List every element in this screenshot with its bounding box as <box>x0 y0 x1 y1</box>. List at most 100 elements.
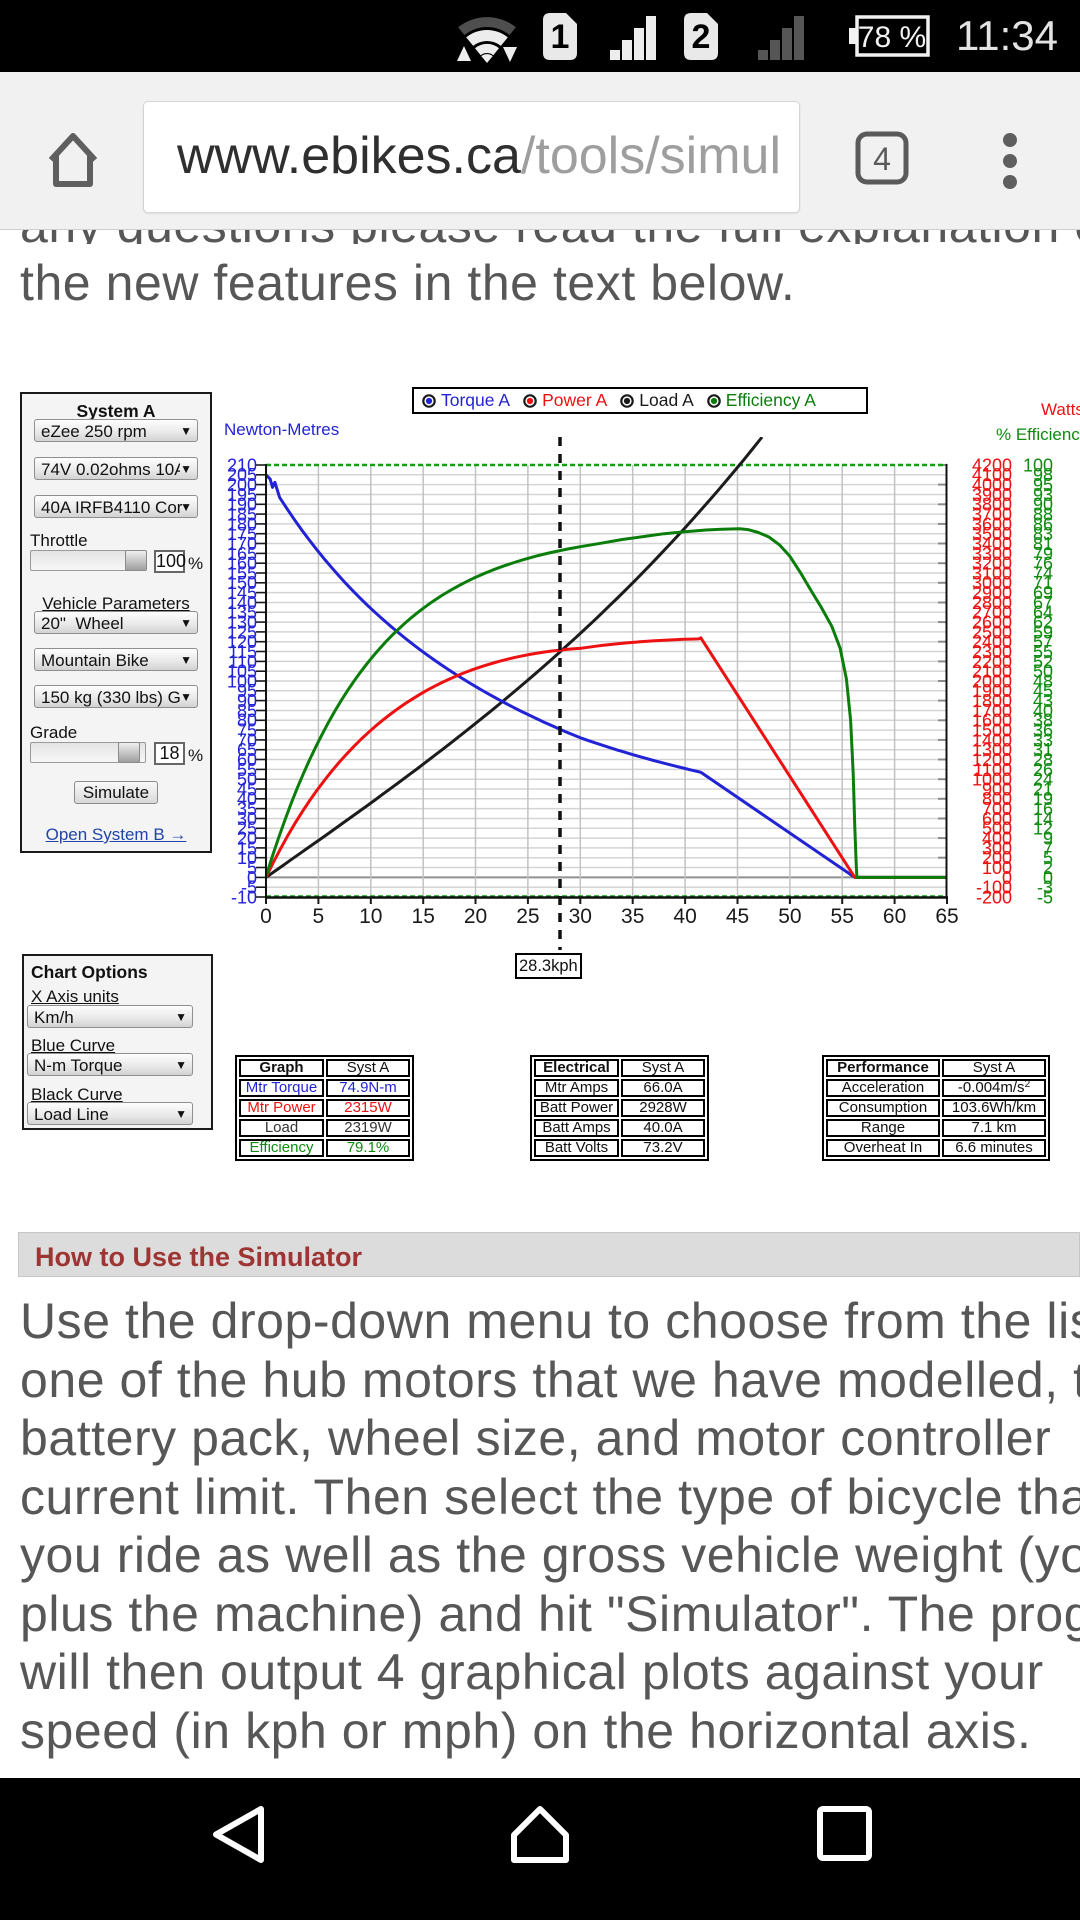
svg-text:4000: 4000 <box>972 475 1012 495</box>
svg-text:95: 95 <box>1033 475 1053 495</box>
svg-text:-3: -3 <box>1037 878 1053 898</box>
svg-text:88: 88 <box>1033 505 1053 525</box>
svg-text:2800: 2800 <box>972 593 1012 613</box>
svg-text:155: 155 <box>227 563 257 583</box>
svg-text:40: 40 <box>673 905 696 928</box>
svg-text:1700: 1700 <box>972 701 1012 721</box>
svg-text:200: 200 <box>982 848 1012 868</box>
svg-text:5: 5 <box>313 905 325 928</box>
svg-text:3600: 3600 <box>972 514 1012 534</box>
svg-text:25: 25 <box>237 819 257 839</box>
svg-text:69: 69 <box>1033 583 1053 603</box>
svg-text:79: 79 <box>1033 544 1053 564</box>
svg-text:4100: 4100 <box>972 465 1012 485</box>
svg-text:62: 62 <box>1033 613 1053 633</box>
svg-text:190: 190 <box>227 495 257 515</box>
svg-text:120: 120 <box>227 632 257 652</box>
svg-text:900: 900 <box>982 779 1012 799</box>
svg-text:19: 19 <box>1033 789 1053 809</box>
svg-text:33: 33 <box>1033 730 1053 750</box>
svg-text:52: 52 <box>1033 652 1053 672</box>
svg-text:45: 45 <box>1033 681 1053 701</box>
svg-text:165: 165 <box>227 544 257 564</box>
svg-text:Newton-Metres: Newton-Metres <box>224 420 339 439</box>
svg-text:70: 70 <box>237 730 257 750</box>
svg-text:31: 31 <box>1033 740 1053 760</box>
svg-text:76: 76 <box>1033 554 1053 574</box>
svg-text:2600: 2600 <box>972 613 1012 633</box>
svg-text:3900: 3900 <box>972 485 1012 505</box>
svg-text:195: 195 <box>227 485 257 505</box>
svg-text:11:34: 11:34 <box>956 12 1058 59</box>
svg-text:85: 85 <box>237 701 257 721</box>
svg-text:35: 35 <box>621 905 644 928</box>
svg-text:90: 90 <box>237 691 257 711</box>
svg-text:95: 95 <box>237 681 257 701</box>
svg-text:1500: 1500 <box>972 721 1012 741</box>
svg-text:-200: -200 <box>976 887 1012 907</box>
svg-text:1800: 1800 <box>972 691 1012 711</box>
svg-text:600: 600 <box>982 809 1012 829</box>
svg-text:2900: 2900 <box>972 583 1012 603</box>
svg-text:150: 150 <box>227 573 257 593</box>
svg-text:30: 30 <box>237 809 257 829</box>
svg-text:115: 115 <box>228 642 257 662</box>
svg-text:170: 170 <box>227 534 257 554</box>
svg-text:71: 71 <box>1033 573 1053 593</box>
svg-text:0: 0 <box>1043 868 1053 888</box>
svg-text:700: 700 <box>982 799 1012 819</box>
svg-text:-100: -100 <box>976 878 1012 898</box>
svg-text:110: 110 <box>228 652 257 672</box>
svg-text:2100: 2100 <box>972 662 1012 682</box>
svg-text:50: 50 <box>1033 662 1053 682</box>
svg-text:28: 28 <box>1033 750 1053 770</box>
svg-text:130: 130 <box>227 613 257 633</box>
svg-text:-5: -5 <box>241 878 257 898</box>
svg-text:5: 5 <box>247 858 257 878</box>
svg-text:43: 43 <box>1033 691 1053 711</box>
svg-text:100: 100 <box>227 671 257 691</box>
svg-text:105: 105 <box>227 662 257 682</box>
svg-text:180: 180 <box>227 514 257 534</box>
svg-text:50: 50 <box>778 905 801 928</box>
svg-text:-10: -10 <box>231 887 257 907</box>
svg-text:1: 1 <box>551 18 570 56</box>
svg-text:60: 60 <box>237 750 257 770</box>
svg-text:3300: 3300 <box>972 544 1012 564</box>
svg-text:3100: 3100 <box>972 563 1012 583</box>
svg-text:185: 185 <box>227 505 257 525</box>
svg-text:2200: 2200 <box>972 652 1012 672</box>
svg-text:45: 45 <box>726 905 749 928</box>
svg-text:5: 5 <box>1043 848 1053 868</box>
svg-text:2500: 2500 <box>972 622 1012 642</box>
svg-text:3700: 3700 <box>972 505 1012 525</box>
svg-text:26: 26 <box>1033 760 1053 780</box>
svg-text:67: 67 <box>1033 593 1053 613</box>
svg-text:100: 100 <box>1023 455 1053 475</box>
svg-text:800: 800 <box>982 789 1012 809</box>
svg-text:1400: 1400 <box>972 730 1012 750</box>
svg-text:15: 15 <box>237 838 257 858</box>
svg-text:3500: 3500 <box>972 524 1012 544</box>
svg-text:3200: 3200 <box>972 554 1012 574</box>
svg-text:0: 0 <box>260 905 272 928</box>
svg-text:38: 38 <box>1033 711 1053 731</box>
svg-text:1600: 1600 <box>972 711 1012 731</box>
svg-text:3400: 3400 <box>972 534 1012 554</box>
svg-text:210: 210 <box>227 455 257 475</box>
svg-text:200: 200 <box>227 475 257 495</box>
svg-text:55: 55 <box>237 760 257 780</box>
svg-text:59: 59 <box>1033 622 1053 642</box>
svg-text:16: 16 <box>1033 799 1053 819</box>
svg-text:1100: 1100 <box>973 760 1012 780</box>
svg-text:30: 30 <box>569 905 592 928</box>
svg-text:36: 36 <box>1033 721 1053 741</box>
svg-text:4: 4 <box>873 141 891 177</box>
svg-text:1900: 1900 <box>972 681 1012 701</box>
svg-text:2400: 2400 <box>972 632 1012 652</box>
svg-text:55: 55 <box>1033 642 1053 662</box>
svg-text:64: 64 <box>1033 603 1053 623</box>
svg-text:175: 175 <box>227 524 257 544</box>
svg-text:205: 205 <box>227 465 257 485</box>
svg-text:65: 65 <box>237 740 257 760</box>
